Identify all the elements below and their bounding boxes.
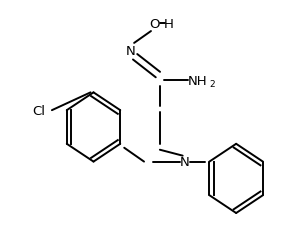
- Text: N: N: [125, 45, 135, 58]
- Text: O: O: [150, 18, 160, 30]
- Text: Cl: Cl: [33, 104, 46, 117]
- Text: H: H: [164, 18, 174, 30]
- Text: 2: 2: [210, 80, 215, 88]
- Text: N: N: [180, 156, 190, 168]
- Text: NH: NH: [188, 75, 207, 88]
